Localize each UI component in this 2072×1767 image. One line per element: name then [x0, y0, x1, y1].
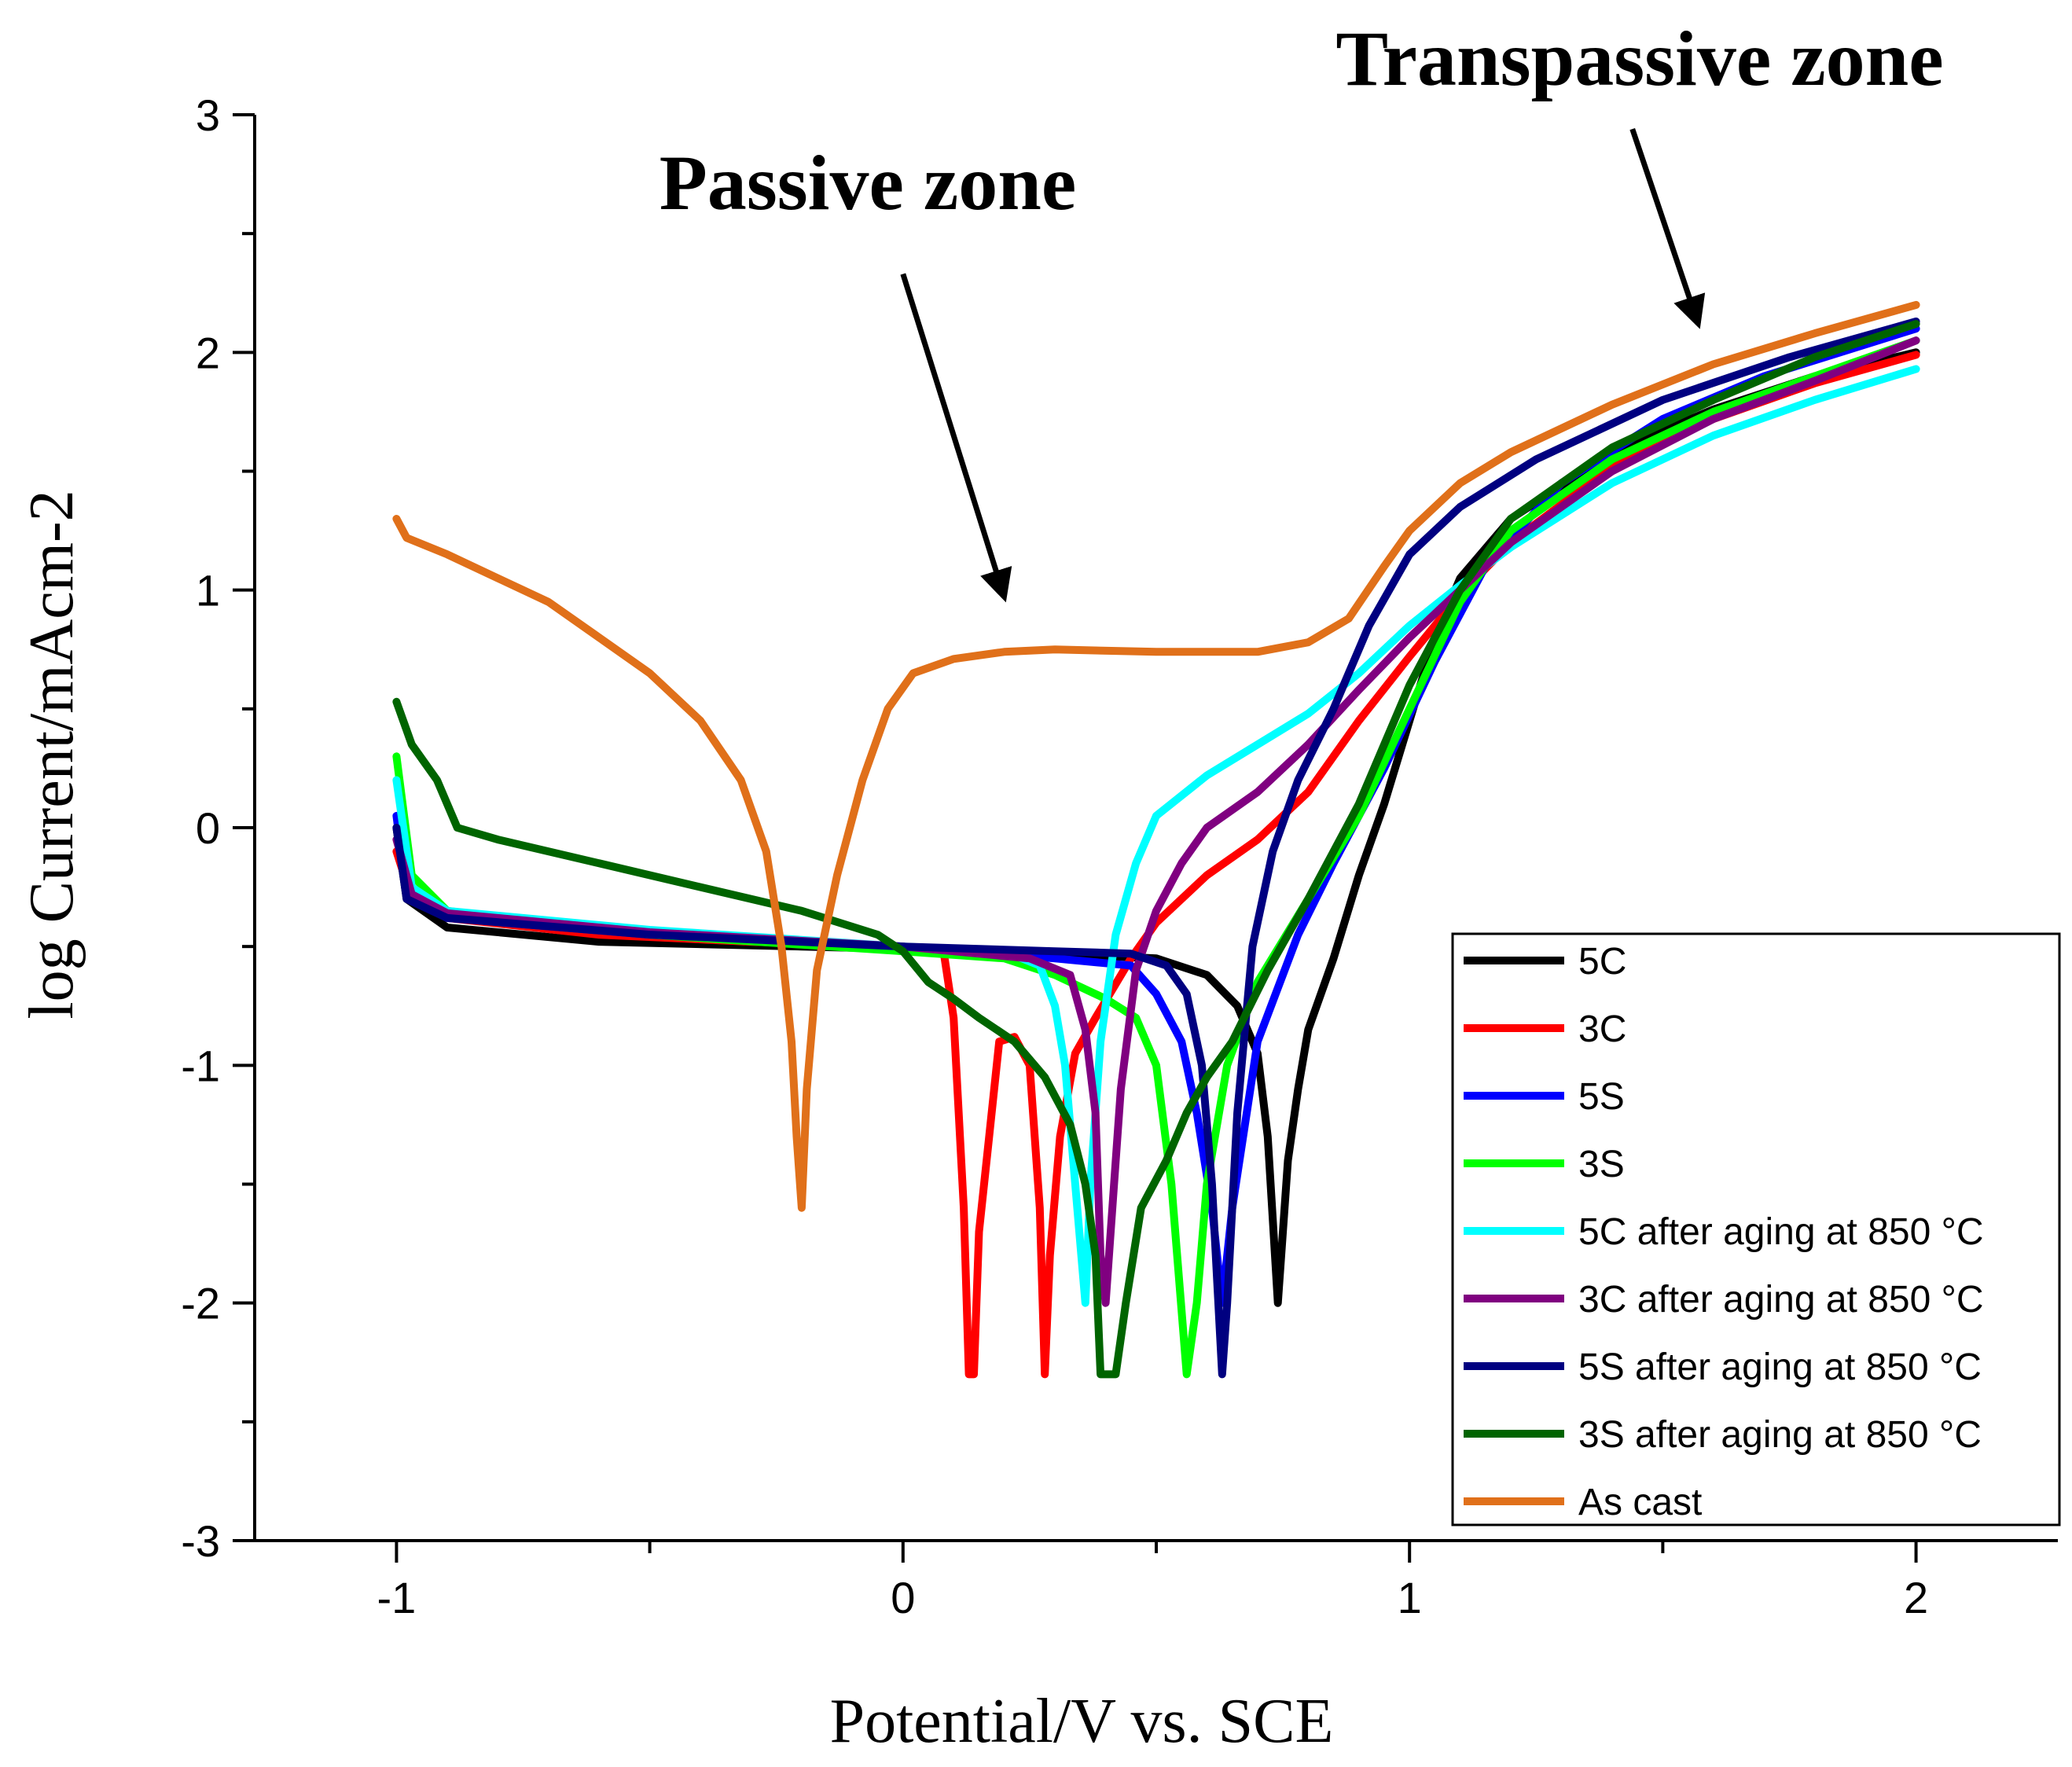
annotation-transpassive-arrow [1629, 128, 1706, 329]
legend-label: 5S [1578, 1076, 1625, 1118]
y-tick-label: 2 [196, 328, 220, 377]
x-tick-label: 0 [891, 1573, 915, 1622]
series-line-as [392, 300, 1920, 1212]
y-tick-label: -1 [181, 1041, 220, 1090]
y-tick-label: 0 [196, 803, 220, 853]
annotation-transpassive-label: Transpassive zone [1335, 15, 1943, 102]
legend: 5C 3C 5S 3S 5C after aging at 850 °C 3C after… [1451, 932, 2061, 1526]
annotation-passive-label: Passive zone [659, 139, 1076, 226]
legend-label: 3S [1578, 1144, 1625, 1185]
annotation-passive-arrow [900, 273, 1012, 603]
x-tick-label: 2 [1904, 1573, 1928, 1622]
x-tick-label: 1 [1398, 1573, 1422, 1622]
y-axis-title: log Current/mAcm-2 [17, 490, 86, 1019]
plot-area [392, 300, 1920, 1379]
legend-label: As cast [1578, 1482, 1702, 1523]
legend-label: 5S after aging at 850 °C [1578, 1346, 1982, 1388]
legend-label: 3C [1578, 1008, 1626, 1050]
legend-label: 5C [1578, 941, 1626, 983]
y-tick-label: 1 [196, 566, 220, 615]
y-tick-label: -3 [181, 1516, 220, 1566]
series-line-3s-aged [392, 320, 1920, 1379]
annotations: Transpassive zone Passive zone [659, 15, 1944, 603]
legend-label: 5C after aging at 850 °C [1578, 1211, 1984, 1253]
y-tick-label: -2 [181, 1279, 220, 1328]
x-tick-label: -1 [377, 1573, 417, 1622]
y-tick-label: 3 [196, 90, 220, 140]
series-line-5s-aged [392, 318, 1920, 1379]
x-axis-title: Potential/V vs. SCE [830, 1687, 1334, 1756]
legend-label: 3S after aging at 850 °C [1578, 1414, 1982, 1456]
axes: -3 -2 -1 0 1 2 3 -1 0 1 2 Potential/V vs. SCE log Cu… [17, 90, 2058, 1756]
legend-label: 3C after aging at 850 °C [1578, 1279, 1984, 1321]
